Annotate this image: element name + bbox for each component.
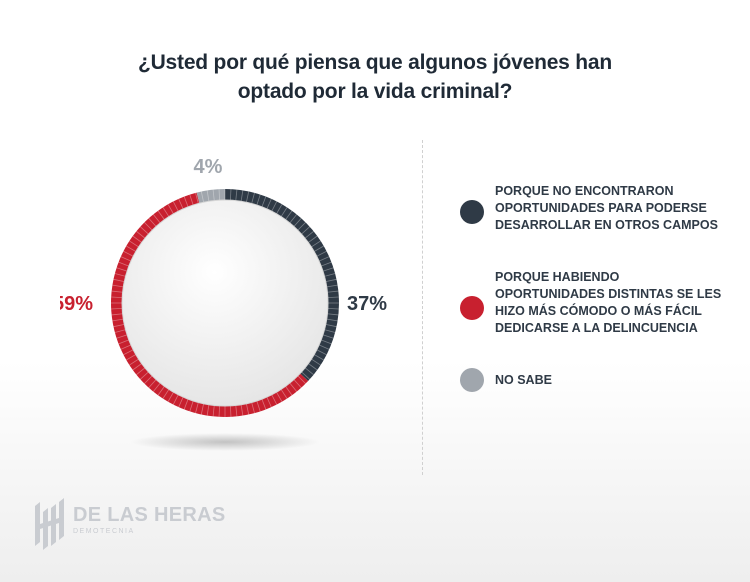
company-logo: DE LAS HERAS DEMOTECNIA [33, 498, 225, 555]
legend: PORQUE NO ENCONTRARON OPORTUNIDADES PARA… [460, 183, 730, 392]
data-label-oportunidades: 37% [347, 293, 387, 315]
legend-label-2: PORQUE HABIENDO OPORTUNIDADES DISTINTAS … [495, 270, 722, 335]
donut-shadow [130, 433, 320, 451]
chart-title-line-2: optado por la vida criminal? [237, 80, 513, 103]
legend-label-3: NO SABE [495, 373, 552, 387]
donut-slice-comodidad [111, 192, 309, 417]
legend-dot-3 [460, 368, 484, 392]
legend-dot-2 [460, 296, 484, 320]
legend-item-2: PORQUE HABIENDO OPORTUNIDADES DISTINTAS … [460, 269, 730, 337]
logo-subtitle: DEMOTECNIA [73, 528, 135, 535]
divider-line [422, 140, 423, 475]
donut-inner-disc [121, 199, 329, 407]
donut-chart: 37% 59% 4% [60, 156, 387, 451]
logo-name: DE LAS HERAS [73, 504, 226, 526]
legend-item-3: NO SABE [460, 368, 730, 392]
chart-title-line-1: ¿Usted por qué piensa que algunos jóvene… [137, 51, 613, 74]
logo-mark-icon [35, 498, 64, 550]
legend-label-1: PORQUE NO ENCONTRARON OPORTUNIDADES PARA… [495, 184, 718, 232]
donut-slice-oportunidades [225, 189, 339, 382]
data-label-no-sabe: 4% [194, 156, 223, 178]
legend-dot-1 [460, 200, 484, 224]
chart-title: ¿Usted por qué piensa que algunos jóvene… [0, 48, 750, 106]
legend-item-1: PORQUE NO ENCONTRARON OPORTUNIDADES PARA… [460, 183, 730, 234]
data-label-comodidad: 59% [60, 293, 93, 315]
